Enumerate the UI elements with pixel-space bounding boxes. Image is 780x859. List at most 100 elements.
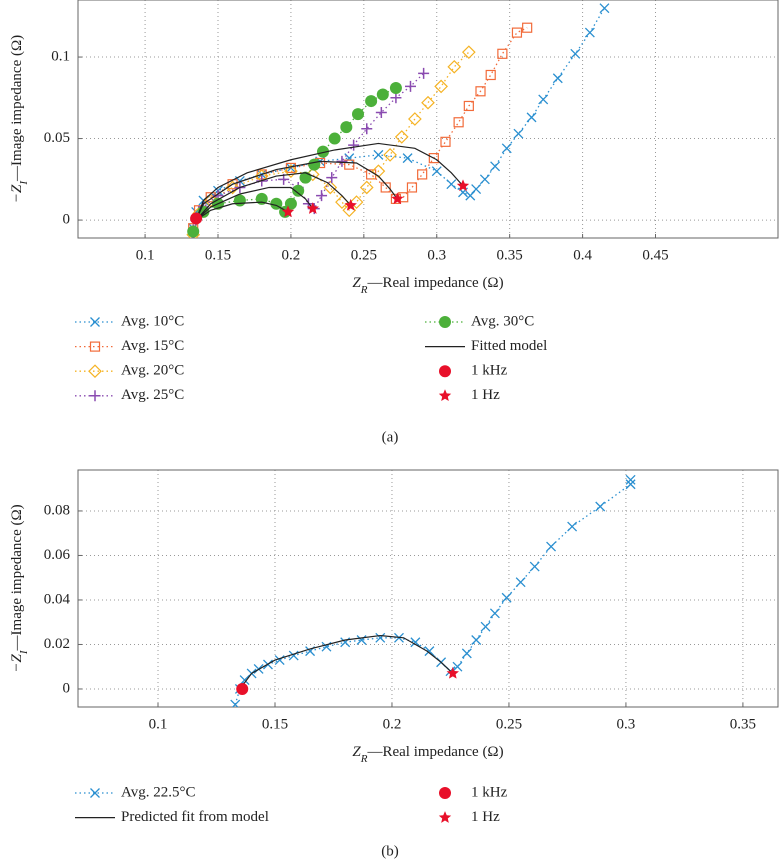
marker [383,148,397,162]
xlabel: ZR—Real impedance (Ω) [352,744,503,764]
marker [438,811,452,823]
marker [501,143,512,154]
marker [446,666,459,679]
y-tick-label: 0 [63,212,71,228]
y-tick-label: 0.06 [44,547,71,563]
x-tick-label: 0.15 [205,247,231,263]
marker [408,112,422,126]
marker [428,153,439,164]
marker [479,174,490,185]
x-tick-label: 0.2 [282,247,301,263]
ylabel-part: −Z [9,653,25,672]
x-tick-label: 0.25 [496,716,522,732]
marker [567,521,578,532]
caption: (b) [381,843,399,859]
marker [190,212,203,225]
marker [376,88,389,101]
marker [225,180,240,195]
legend-label: 1 kHz [471,363,508,379]
legend-entry: Avg. 10°C [75,313,184,329]
xlabel-part: —Real impedance (Ω) [366,275,503,291]
plot-frame [77,469,779,708]
legend-entry: 1 kHz [439,363,508,379]
y-tick-label: 0.05 [44,130,70,146]
marker [375,632,386,643]
plot-frame [77,0,779,239]
xlabel-part: Z [352,744,361,760]
marker [187,225,200,238]
legend-entry: Avg. 22.5°C [75,784,195,800]
marker [526,112,537,123]
marker [317,145,329,158]
marker [326,172,338,184]
marker [417,169,428,180]
legend-entry: Avg. 25°C [75,387,184,403]
marker [336,155,348,167]
marker [410,637,421,648]
x-tick-label: 0.1 [136,247,155,263]
marker [490,161,501,172]
marker [328,132,341,145]
marker [340,121,353,134]
series-line [239,634,454,690]
marker [349,195,364,209]
marker [447,59,462,74]
series-line [192,51,470,235]
xlabel-part: —Real impedance (Ω) [366,744,503,760]
x-tick-label: 0.4 [573,247,592,263]
y-tick-label: 0.08 [44,502,70,518]
marker [380,182,391,193]
marker [88,364,102,379]
marker [365,95,378,108]
marker [456,179,470,192]
marker [625,479,636,490]
legend-label: 1 Hz [471,387,500,403]
marker [453,117,464,128]
marker [89,341,101,352]
marker [373,149,384,160]
marker [424,646,435,657]
marker [284,164,298,179]
marker [570,48,581,59]
marker [446,179,457,190]
x-tick-label: 0.15 [262,716,288,732]
legend-label: Avg. 10°C [121,313,184,329]
chart: 0.1 0.15 0.2 0.25 0.3 0.35 0.4 0.45 0 0.05 0.1 ZR—R… [9,0,779,445]
marker [90,788,100,798]
marker [522,22,533,33]
marker [90,317,100,327]
marker [452,661,463,672]
legend-label: Predicted fit from model [121,809,269,825]
marker [361,123,373,135]
y-tick-label: 0.04 [44,591,71,607]
marker [344,159,355,170]
marker [344,198,357,211]
ylabel: −ZI—Image impedance (Ω) [9,35,29,203]
marker [599,3,610,14]
marker [546,541,557,552]
marker [352,108,364,121]
marker [406,182,418,193]
series-line [234,479,632,705]
marker [418,67,430,79]
marker [463,100,474,112]
marker [489,608,500,619]
legend-entry: Avg. 15°C [75,338,184,354]
marker [236,682,249,695]
marker [625,474,636,485]
marker [552,73,563,84]
marker [497,48,508,59]
marker [480,621,491,632]
xlabel: ZR—Real impedance (Ω) [352,275,503,295]
marker [515,577,526,588]
series-line [192,7,606,229]
x-tick-label: 0.2 [383,716,402,732]
marker [434,79,448,94]
legend-label: Avg. 30°C [471,313,534,329]
xlabel-part: R [360,284,368,296]
legend-label: Fitted model [471,338,547,354]
marker [316,190,328,202]
marker [421,95,435,110]
marker [595,501,606,512]
marker [305,167,320,182]
